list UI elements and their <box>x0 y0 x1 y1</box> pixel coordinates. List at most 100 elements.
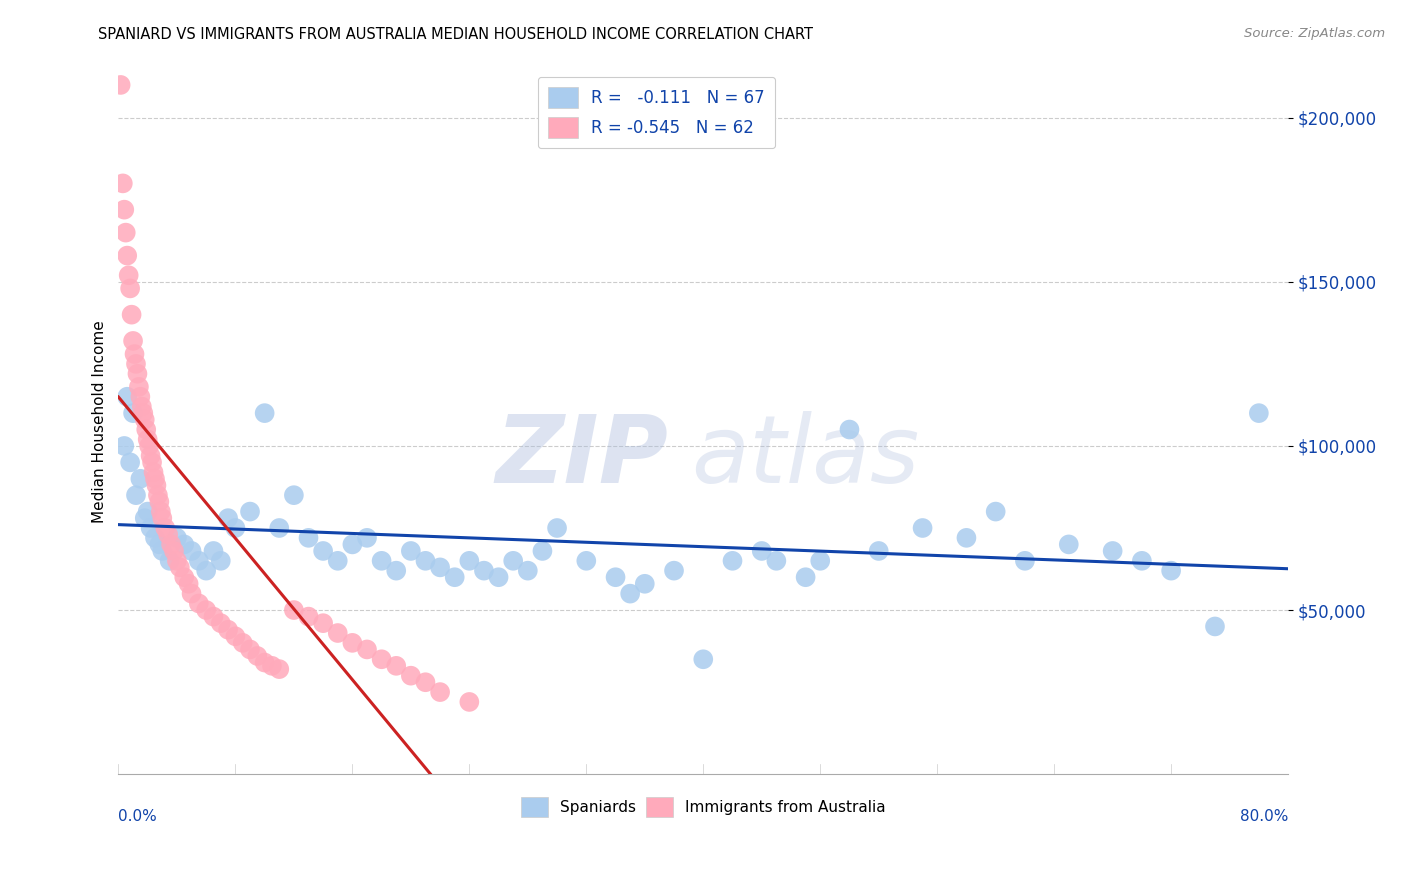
Point <box>120 455 142 469</box>
Point <box>1014 554 1036 568</box>
Point <box>239 642 262 657</box>
Point <box>166 531 188 545</box>
Point <box>134 413 156 427</box>
Point <box>148 537 170 551</box>
Point <box>692 652 714 666</box>
Point <box>135 423 157 437</box>
Point <box>125 357 148 371</box>
Point <box>1057 537 1080 551</box>
Point <box>143 531 166 545</box>
Point <box>131 400 153 414</box>
Point <box>136 433 159 447</box>
Point <box>110 78 132 92</box>
Point <box>136 505 159 519</box>
Point <box>202 544 225 558</box>
Point <box>157 527 180 541</box>
Point <box>808 554 831 568</box>
Point <box>342 636 364 650</box>
Point <box>195 564 218 578</box>
Point <box>114 226 136 240</box>
Point <box>177 576 200 591</box>
Point <box>118 268 141 283</box>
Point <box>458 554 481 568</box>
Point <box>721 554 744 568</box>
Point <box>115 249 138 263</box>
Point <box>955 531 977 545</box>
Text: 80.0%: 80.0% <box>1240 809 1288 824</box>
Point <box>125 488 148 502</box>
Point <box>634 576 657 591</box>
Point <box>187 597 209 611</box>
Point <box>488 570 510 584</box>
Point <box>163 544 186 558</box>
Point <box>751 544 773 558</box>
Point <box>765 554 787 568</box>
Point <box>370 554 392 568</box>
Point <box>458 695 481 709</box>
Point <box>326 626 349 640</box>
Point <box>173 570 195 584</box>
Point <box>224 521 246 535</box>
Point <box>1160 564 1182 578</box>
Text: SPANIARD VS IMMIGRANTS FROM AUSTRALIA MEDIAN HOUSEHOLD INCOME CORRELATION CHART: SPANIARD VS IMMIGRANTS FROM AUSTRALIA ME… <box>98 27 814 42</box>
Point <box>269 662 291 676</box>
Point <box>224 629 246 643</box>
Point <box>546 521 568 535</box>
Point <box>385 658 408 673</box>
Text: ZIP: ZIP <box>495 410 668 502</box>
Point <box>122 334 145 348</box>
Point <box>202 609 225 624</box>
Point <box>173 537 195 551</box>
Point <box>312 544 335 558</box>
Point <box>239 505 262 519</box>
Point <box>1101 544 1123 558</box>
Point <box>253 406 276 420</box>
Point <box>112 439 135 453</box>
Point <box>150 511 173 525</box>
Point <box>326 554 349 568</box>
Point <box>443 570 465 584</box>
Point <box>253 656 276 670</box>
Point <box>148 494 170 508</box>
Point <box>132 406 155 420</box>
Point <box>138 439 160 453</box>
Point <box>209 616 232 631</box>
Point <box>143 472 166 486</box>
Point <box>868 544 890 558</box>
Point <box>399 668 422 682</box>
Point <box>217 511 239 525</box>
Point <box>1247 406 1270 420</box>
Point <box>472 564 495 578</box>
Point <box>1204 619 1226 633</box>
Point <box>1130 554 1153 568</box>
Point <box>370 652 392 666</box>
Point <box>217 623 239 637</box>
Point <box>159 554 181 568</box>
Point <box>111 177 134 191</box>
Point <box>180 587 202 601</box>
Text: 0.0%: 0.0% <box>118 809 157 824</box>
Point <box>619 587 641 601</box>
Point <box>385 564 408 578</box>
Point <box>134 511 156 525</box>
Point <box>146 488 169 502</box>
Point <box>260 658 283 673</box>
Point <box>187 554 209 568</box>
Point <box>112 202 135 217</box>
Point <box>166 554 188 568</box>
Point <box>150 544 173 558</box>
Point <box>911 521 934 535</box>
Point <box>531 544 554 558</box>
Point <box>232 636 254 650</box>
Point <box>124 347 146 361</box>
Legend: Spaniards, Immigrants from Australia: Spaniards, Immigrants from Australia <box>515 791 891 823</box>
Point <box>283 488 305 502</box>
Point <box>662 564 685 578</box>
Point <box>120 281 142 295</box>
Point <box>142 465 165 479</box>
Point <box>516 564 538 578</box>
Point <box>269 521 291 535</box>
Point <box>794 570 817 584</box>
Point <box>145 478 167 492</box>
Point <box>139 449 162 463</box>
